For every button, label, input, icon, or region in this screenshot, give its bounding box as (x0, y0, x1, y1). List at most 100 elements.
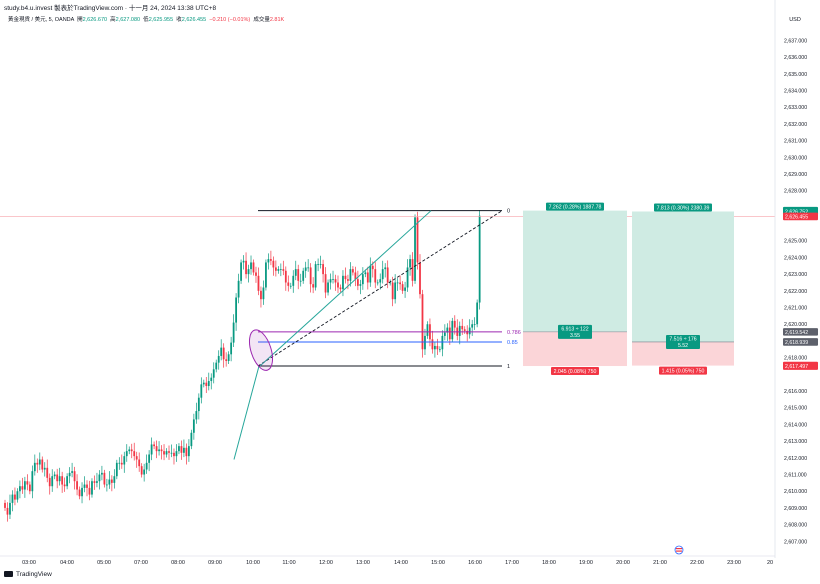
candle-body (247, 269, 250, 275)
candle-body (242, 260, 245, 263)
candle-body (71, 471, 73, 473)
candle-body (28, 484, 31, 492)
fib-level-label: 1 (507, 364, 510, 370)
candle-body (230, 342, 233, 355)
price-tick-label: 2,614.000 (784, 422, 807, 428)
candle-body (61, 476, 64, 485)
candle-body (33, 462, 36, 472)
candle-body (446, 327, 449, 333)
candle-body (406, 267, 409, 288)
candle-body (329, 279, 332, 283)
candle-body (31, 471, 34, 492)
candle-body (210, 377, 213, 382)
price-tick-label: 2,621.000 (784, 306, 807, 312)
price-tag (783, 338, 818, 346)
candle-body (96, 481, 98, 483)
candle-body (81, 487, 83, 497)
candle-body (200, 384, 203, 398)
candle-body (354, 272, 357, 280)
candle-body (192, 419, 195, 433)
symbol-label: 黃金現貨 / 美元, 5, OANDA (8, 17, 75, 23)
position-ratio-text-2: 5.52 (678, 343, 688, 349)
position-profit-zone (632, 211, 734, 342)
position-target-text: 7.813 (0.30%) 2380.39 (657, 205, 710, 211)
candle-body (140, 466, 143, 475)
candle-body (125, 451, 128, 457)
time-tick-label: 23:00 (727, 560, 741, 566)
price-tick-label: 2,635.000 (784, 72, 807, 78)
candle-body (148, 454, 151, 463)
trend-line-2 (259, 210, 432, 367)
candle-body (416, 217, 419, 263)
candle-body (73, 471, 76, 482)
volume-label: 成交量 (253, 17, 270, 23)
candle-body (23, 481, 26, 490)
price-tick-label: 2,618.000 (784, 356, 807, 362)
candle-body (307, 267, 310, 269)
candle-body (115, 462, 118, 477)
candle-body (424, 335, 426, 350)
candle-body (83, 484, 86, 488)
candle-body (63, 484, 66, 487)
candle-body (272, 260, 275, 268)
time-tick-label: 16:00 (468, 560, 482, 566)
time-tick-label: 12:00 (319, 560, 333, 566)
candle-body (386, 267, 389, 283)
high-label: 高 (110, 17, 116, 23)
price-tick-label: 2,616.000 (784, 389, 807, 395)
fib-level-label: 0.786 (507, 330, 521, 336)
position-stop-badge (659, 366, 707, 375)
candle-body (86, 484, 88, 488)
price-tag (783, 212, 818, 221)
candle-body (165, 451, 168, 455)
time-tick-label: 22:00 (690, 560, 704, 566)
candle-body (135, 456, 138, 460)
candle-body (287, 282, 290, 286)
candle-body (312, 284, 315, 288)
position-loss-zone (632, 341, 734, 366)
candle-body (16, 491, 19, 500)
open-label: 開 (77, 17, 83, 23)
candle-body (327, 282, 329, 293)
candle-body (461, 325, 464, 330)
candle-body (168, 451, 170, 453)
candle-body (443, 332, 446, 336)
price-tag-label: 2,626.752 (785, 209, 808, 215)
candle-body (344, 275, 347, 280)
candle-body (384, 267, 387, 270)
candle-body (128, 449, 131, 452)
candle-body (245, 260, 247, 275)
candle-body (205, 382, 208, 387)
candle-body (202, 382, 205, 385)
candle-body (195, 411, 198, 420)
candle-body (255, 272, 257, 276)
candle-body (257, 275, 260, 291)
tradingview-logo: TradingView (4, 571, 52, 578)
price-tick-label: 2,608.000 (784, 523, 807, 529)
candle-body (197, 397, 200, 412)
candle-body (183, 447, 185, 453)
candle-body (411, 259, 414, 281)
candle-body (163, 451, 165, 455)
candle-body (394, 282, 397, 300)
candle-body (150, 444, 153, 455)
position-stop-badge (551, 367, 599, 376)
candle-body (319, 264, 322, 265)
candle-body (46, 467, 49, 478)
candle-body (476, 302, 479, 325)
candle-body (170, 452, 173, 454)
candle-body (292, 275, 295, 286)
price-tick-label: 2,629.000 (784, 172, 807, 178)
position-target-badge (546, 202, 604, 211)
low-value: 2,625.955 (148, 17, 174, 23)
candle-body (78, 489, 81, 497)
time-tick-label: 21:00 (653, 560, 667, 566)
price-tick-label: 2,609.000 (784, 506, 807, 512)
candle-body (463, 329, 466, 331)
candle-body (282, 269, 285, 271)
candle-body (175, 451, 178, 457)
candle-body (379, 279, 382, 283)
close-label: 收 (176, 17, 182, 23)
time-tick-label: 20 (767, 560, 773, 566)
